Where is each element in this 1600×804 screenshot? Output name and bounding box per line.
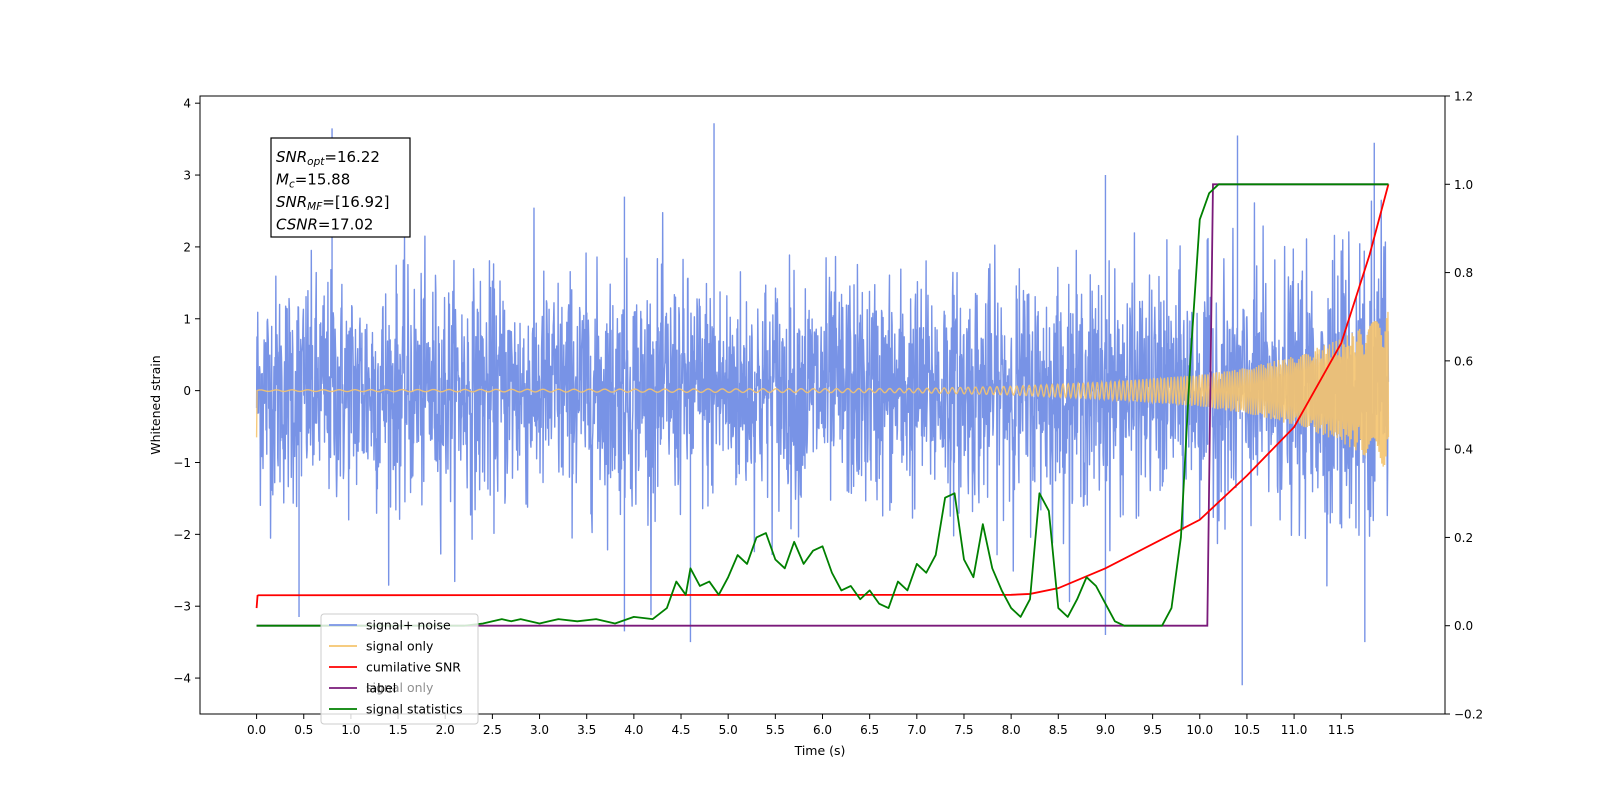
- x-tick-label: 5.0: [719, 723, 738, 737]
- annotation-symbol: SNR: [276, 148, 307, 166]
- series-signal-noise: [255, 123, 1390, 686]
- legend-faded-label: signal only: [366, 680, 434, 695]
- x-tick-label: 8.5: [1049, 723, 1068, 737]
- x-tick-label: 0.0: [247, 723, 266, 737]
- annotation-value: =17.02: [318, 216, 374, 234]
- series-signal-statistics: [256, 183, 1389, 627]
- y-right-tick-label: −0.2: [1454, 708, 1483, 722]
- annotation-symbol: M: [276, 171, 289, 189]
- annotation-line: SNRopt=16.22: [276, 148, 380, 168]
- y-axis-left: 4 3 2 1 0 −1 −2 −3 −4: [173, 97, 200, 686]
- x-tick-label: 3.0: [530, 723, 549, 737]
- y-right-tick-label: 0.8: [1454, 266, 1473, 280]
- x-tick-label: 6.5: [860, 723, 879, 737]
- x-tick-label: 4.5: [671, 723, 690, 737]
- x-tick-label: 9.0: [1096, 723, 1115, 737]
- x-tick-label: 9.5: [1143, 723, 1162, 737]
- x-axis: 0.0 0.5 1.0 1.5 2.0 2.5 3.0 3.5 4.0 4.5 5.0 5.5 6.0 6…: [247, 714, 1355, 737]
- legend: signal only signal+ noise signal only cumil…: [320, 613, 479, 725]
- x-axis-label: Time (s): [794, 743, 846, 758]
- y-left-tick-label: 3: [183, 169, 191, 183]
- annotation-subscript: opt: [307, 156, 325, 168]
- x-tick-label: 11.0: [1281, 723, 1308, 737]
- x-tick-label: 3.5: [577, 723, 596, 737]
- y-left-tick-label: 4: [183, 97, 191, 111]
- legend-label: cumilative SNR: [366, 660, 461, 675]
- y-left-tick-label: 0: [183, 384, 191, 398]
- x-tick-label: 4.0: [624, 723, 643, 737]
- legend-frame: [320, 613, 479, 725]
- y-right-tick-label: 0.6: [1454, 354, 1473, 368]
- y-right-tick-label: 0.4: [1454, 443, 1473, 457]
- annotation-symbol: SNR: [276, 193, 307, 211]
- annotation-value: =[16.92]: [322, 193, 389, 211]
- annotation-value: =15.88: [295, 171, 351, 189]
- plot-area: [255, 123, 1390, 686]
- y-axis-label: Whitened strain: [148, 355, 163, 454]
- series-signal-only: [255, 311, 1390, 467]
- y-left-tick-label: −1: [173, 456, 191, 470]
- y-left-tick-label: −4: [173, 672, 191, 686]
- x-tick-label: 1.5: [389, 723, 408, 737]
- annotation-value: =16.22: [324, 148, 380, 166]
- legend-label: label: [366, 681, 396, 696]
- annotation-box: SNRopt=16.22Mc=15.88SNRMF=[16.92]CSNR=17…: [270, 137, 411, 238]
- x-tick-label: 7.5: [954, 723, 973, 737]
- y-right-tick-label: 0.0: [1454, 619, 1473, 633]
- y-axis-right: 1.2 1.0 0.8 0.6 0.4 0.2 0.0 −0.2: [1445, 90, 1483, 722]
- legend-label: signal+ noise: [366, 618, 451, 633]
- legend-label: signal statistics: [366, 702, 463, 717]
- y-right-tick-label: 1.2: [1454, 90, 1473, 104]
- y-right-tick-label: 0.2: [1454, 531, 1473, 545]
- x-tick-label: 5.5: [766, 723, 785, 737]
- y-left-tick-label: 1: [183, 312, 191, 326]
- x-tick-label: 7.0: [907, 723, 926, 737]
- annotation-subscript: c: [289, 179, 295, 191]
- x-tick-label: 8.0: [1002, 723, 1021, 737]
- annotation-line: Mc=15.88: [276, 171, 350, 191]
- annotation-frame: [270, 137, 411, 238]
- x-tick-label: 10.5: [1234, 723, 1261, 737]
- x-tick-label: 11.5: [1328, 723, 1355, 737]
- y-left-tick-label: 2: [183, 240, 191, 254]
- x-tick-label: 10.0: [1186, 723, 1213, 737]
- annotation-line: SNRMF=[16.92]: [276, 193, 390, 213]
- x-tick-label: 1.0: [341, 723, 360, 737]
- y-left-tick-label: −2: [173, 528, 191, 542]
- y-left-tick-label: −3: [173, 600, 191, 614]
- series-cumulative-snr: [255, 184, 1390, 609]
- legend-label: signal only: [366, 639, 434, 654]
- x-tick-label: 0.5: [294, 723, 313, 737]
- annotation-line: CSNR=17.02: [276, 216, 373, 234]
- x-tick-label: 2.0: [436, 723, 455, 737]
- annotation-subscript: MF: [307, 201, 323, 213]
- x-tick-label: 6.0: [813, 723, 832, 737]
- annotation-symbol: CSNR: [276, 216, 318, 234]
- y-right-tick-label: 1.0: [1454, 178, 1473, 192]
- x-tick-label: 2.5: [483, 723, 502, 737]
